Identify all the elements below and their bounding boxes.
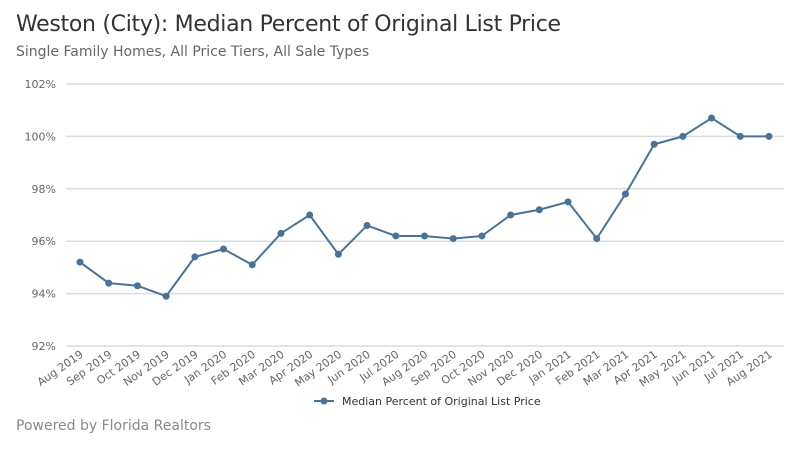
data-point[interactable] (708, 114, 716, 122)
data-point[interactable] (334, 250, 342, 258)
y-tick-label: 92% (32, 340, 56, 353)
data-point[interactable] (478, 232, 486, 240)
chart-subtitle: Single Family Homes, All Price Tiers, Al… (16, 44, 370, 60)
series-line (79, 116, 769, 298)
data-point[interactable] (449, 235, 457, 243)
chart-title: Weston (City): Median Percent of Origina… (16, 12, 561, 37)
data-point[interactable] (679, 132, 687, 140)
data-point[interactable] (191, 253, 199, 261)
data-point[interactable] (650, 140, 658, 148)
y-tick-label: 94% (32, 288, 56, 301)
data-point[interactable] (535, 206, 543, 214)
data-point[interactable] (593, 235, 601, 243)
data-point[interactable] (133, 282, 141, 290)
data-point[interactable] (564, 198, 572, 206)
y-tick-label: 100% (25, 130, 56, 143)
data-point[interactable] (392, 232, 400, 240)
data-point[interactable] (421, 232, 428, 240)
data-point[interactable] (248, 261, 256, 269)
legend-marker (320, 397, 328, 405)
legend[interactable]: Median Percent of Original List Price (314, 395, 541, 408)
powered-by-footer: Powered by Florida Realtors (16, 418, 211, 434)
data-point[interactable] (277, 229, 285, 237)
data-point[interactable] (220, 245, 228, 253)
data-point[interactable] (363, 221, 371, 229)
legend-label: Median Percent of Original List Price (342, 395, 541, 408)
y-tick-label: 96% (32, 235, 56, 248)
data-point[interactable] (507, 211, 515, 219)
y-tick-label: 102% (25, 78, 56, 91)
data-point[interactable] (736, 132, 744, 140)
data-point[interactable] (621, 190, 629, 198)
data-point[interactable] (306, 211, 314, 219)
y-tick-label: 98% (32, 183, 56, 196)
data-point[interactable] (76, 258, 84, 266)
data-point[interactable] (765, 132, 773, 140)
data-point[interactable] (105, 279, 113, 287)
data-point[interactable] (162, 292, 170, 300)
